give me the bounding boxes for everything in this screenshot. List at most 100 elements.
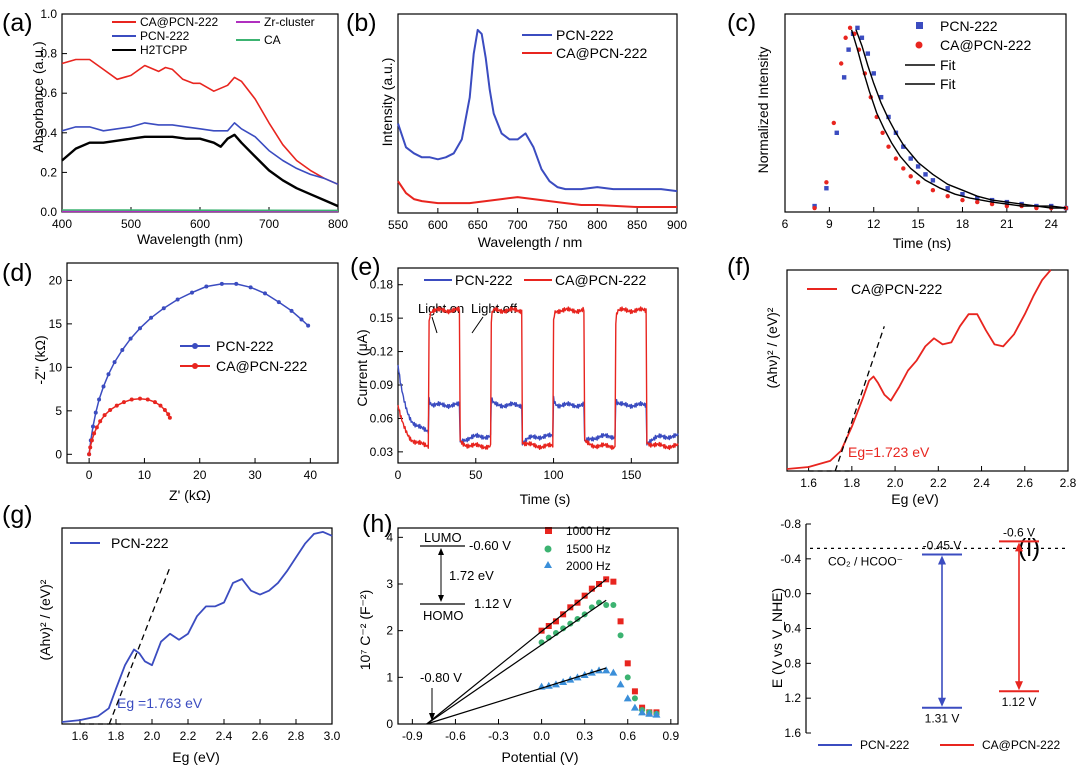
panel-e-xtick-label: 150 [621,468,641,482]
legend-c-item-2: CA@PCN-222 [940,37,1031,53]
panel-e-ytick-label: 0.15 [370,311,394,325]
legend-c-swatch-1 [916,22,923,29]
panel-c-point-pcn-222 [824,186,829,191]
panel-h-point-1500-hz [617,632,624,639]
panel-f-legend: CA@PCN-222 [807,281,942,297]
panel-d-ytick-label: 10 [49,360,63,374]
panel-e-legend: PCN-222 CA@PCN-222 [424,272,646,288]
panel-i-arrow-up-1 [1015,542,1023,552]
panel-d-point-pcn-222 [101,384,106,389]
panel-d-xtick-label: 20 [193,468,207,482]
panel-h-point-1500-hz [560,625,567,632]
panel-d-point-pcn-222 [276,300,281,305]
panel-i-vb-label-0: 1.31 V [925,712,960,726]
panel-c-point-ca-pcn-222 [960,197,965,203]
panel-h-point-2000-hz [616,680,625,688]
panel-h-xtick-label: 0.9 [662,729,679,743]
panel-c-point-pcn-222 [865,51,871,56]
panel-c-point-ca-pcn-222 [930,188,936,193]
panel-g-annotation: Eg =1.763 eV [117,695,203,711]
panel-c-xlabel: Time (ns) [893,235,952,251]
panel-a-ytick-label: 0.4 [40,126,57,140]
panel-d-point-ca-pcn-222 [88,445,93,450]
panel-c-point-ca-pcn-222 [945,193,950,199]
panel-d-xtick-label: 40 [304,468,318,482]
panel-a-ytick-label: 0.6 [40,86,57,100]
panel-d-ylabel: -Z'' (kΩ) [32,335,48,384]
panel-h-xtick-label: -0.6 [445,729,466,743]
panel-h-legend: 1000 Hz 1500 Hz 2000 Hz [544,524,611,573]
panel-label-e: (e) [350,253,381,281]
panel-b-xtick-label: 600 [428,218,448,232]
panel-e-series-pcn-222 [397,364,679,446]
panel-d-legend: PCN-222 CA@PCN-222 [180,338,307,374]
panel-d-point-pcn-222 [120,347,125,352]
panel-f-xtick-label: 2.0 [887,476,904,490]
panel-b-xtick-label: 850 [627,218,647,232]
panel-a-ytick-label: 1.0 [40,7,57,21]
panel-a-xtick-label: 500 [121,217,141,231]
panel-d-point-pcn-222 [106,372,111,377]
legend-d-marker-2 [192,363,198,369]
panel-h-point-1500-hz [631,695,638,702]
panel-e-xtick-label: 100 [544,468,564,482]
panel-g-legend: PCN-222 [70,535,169,551]
legend-e-item-1: PCN-222 [455,272,513,288]
panel-d: (d) Z' (kΩ) -Z'' (kΩ) PCN-222 CA@PCN-222… [2,259,339,503]
panel-i-vb-label-1: 1.12 V [1002,695,1037,709]
panel-b: (b) Wavelength / nm Intensity (a.u.) PCN… [346,9,687,250]
panel-a-series-h2tcpp [61,133,339,208]
panel-b-xtick-label: 750 [547,218,567,232]
panel-b-xtick-label: 700 [508,218,528,232]
panel-d-xtick-label: 0 [86,468,93,482]
panel-f-xtick-label: 1.8 [844,476,861,490]
panel-d-point-ca-pcn-222 [98,419,103,424]
panel-h-point-1000-hz [552,618,559,625]
panel-c-point-ca-pcn-222 [989,201,995,207]
panel-g: (g) Eg (eV) (Ahν)² / (eV)² PCN-222 Eg =1… [2,501,341,765]
panel-d-point-pcn-222 [161,306,166,311]
panel-f-series-tangent [834,326,885,472]
panel-d-xlabel: Z' (kΩ) [169,487,211,503]
panel-c-frame [784,13,1067,213]
panel-d-point-pcn-222 [149,315,154,320]
panel-d-point-ca-pcn-222 [162,407,167,412]
panel-c-point-pcn-222 [975,195,980,201]
panel-label-a: (a) [2,9,33,37]
panel-h-ytick-label: 2 [386,624,393,638]
legend-d-marker-1 [192,343,198,349]
panel-c-xtick-label: 18 [956,217,970,231]
panel-c-point-pcn-222 [859,35,865,40]
panel-c-point-ca-pcn-222 [831,120,837,126]
gap-arrow-head-down [438,595,444,602]
legend-h-swatch-1 [545,527,552,534]
panel-a-series-pcn-222 [61,122,339,186]
panel-d-point-ca-pcn-222 [108,407,113,412]
panel-d-point-pcn-222 [93,410,98,415]
panel-c-xtick-label: 15 [911,217,925,231]
panel-d-point-pcn-222 [138,326,143,331]
panel-c-legend: PCN-222 CA@PCN-222 Fit Fit [905,18,1031,92]
gap-value: 1.72 eV [449,568,494,583]
panel-a-ytick-label: 0.0 [40,205,57,219]
panel-h-xtick-label: 0.6 [619,729,636,743]
panel-h: (h) Potential (V) 10⁷ C⁻² (F⁻²) 1000 Hz … [357,510,679,765]
panel-e-xlabel: Time (s) [520,491,571,507]
legend-h-swatch-2 [544,545,552,553]
panel-d-point-ca-pcn-222 [87,452,92,457]
panel-a: (a) Wavelength (nm) Absorbance (a.u.) CA… [2,7,348,247]
panel-c-series-fit [855,29,1067,209]
panel-h-point-2000-hz [623,694,632,702]
gap-arrow-head-up [438,548,444,555]
panel-g-ylabel: (Ahν)² / (eV)² [37,579,53,660]
panel-b-series-ca-pcn-222 [397,180,677,208]
panel-label-d: (d) [2,259,33,287]
panel-label-h: (h) [362,510,393,538]
panel-b-xtick-label: 550 [388,218,408,232]
panel-a-ytick-label: 0.2 [40,165,57,179]
panel-h-point-2000-hz [630,703,639,711]
panel-d-ytick-label: 5 [55,404,62,418]
panel-a-xtick-label: 800 [328,217,348,231]
panel-i-ytick-label: 1.6 [784,726,801,740]
panel-c-xtick-label: 12 [867,217,881,231]
